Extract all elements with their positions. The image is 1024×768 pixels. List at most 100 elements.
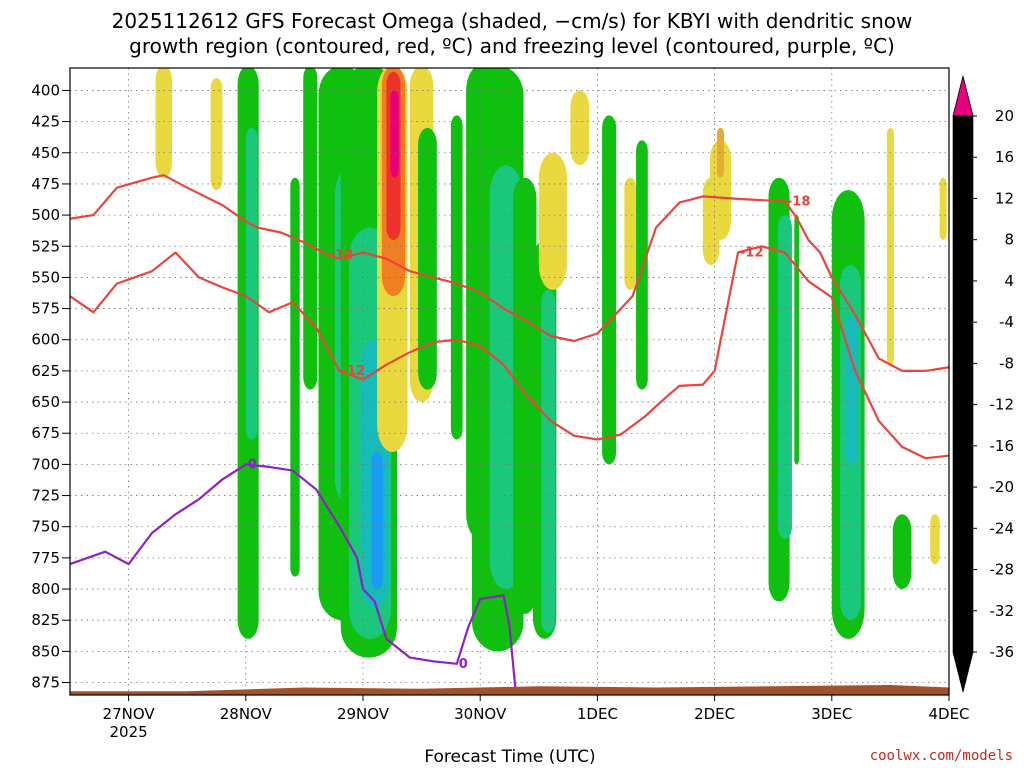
colorbar-bin bbox=[952, 198, 974, 240]
x-tick-label: 4DEC bbox=[928, 705, 969, 723]
colorbar: 20 16 12 8 4 -4 -8 -12 -16 -20 -24 -28 -32 -36 bbox=[952, 75, 1015, 693]
y-axis-ticks: 400 425 450 475 500 525 550 575 600 625 650 675 700 7… bbox=[31, 81, 70, 692]
colorbar-bin bbox=[952, 569, 974, 612]
y-tick-label: 475 bbox=[31, 175, 60, 193]
chart-title-line-2: growth region (contoured, red, ºC) and f… bbox=[129, 34, 895, 58]
colorbar-label: -8 bbox=[999, 354, 1014, 372]
y-tick-label: 550 bbox=[31, 268, 60, 286]
contour-lines: -18 -18 -12 -12 0 0 bbox=[70, 174, 949, 689]
omega-shade-area bbox=[513, 177, 537, 614]
colorbar-label: 16 bbox=[995, 148, 1014, 166]
omega-shading bbox=[155, 68, 947, 658]
y-tick-label: 425 bbox=[31, 113, 60, 131]
y-tick-label: 575 bbox=[31, 300, 60, 318]
contour-line-0 bbox=[70, 463, 517, 689]
contour-label: -12 bbox=[740, 245, 764, 260]
y-tick-label: 675 bbox=[31, 424, 60, 442]
omega-shade-area bbox=[930, 514, 940, 565]
plot-frame bbox=[69, 67, 950, 696]
colorbar-label: -4 bbox=[999, 313, 1014, 331]
colorbar-bin bbox=[952, 445, 974, 488]
omega-shade-area bbox=[155, 68, 172, 178]
y-tick-label: 825 bbox=[31, 611, 60, 629]
y-tick-label: 625 bbox=[31, 362, 60, 380]
y-tick-label: 700 bbox=[31, 455, 60, 473]
x-axis-ticks: 27NOV 28NOV 29NOV 30NOV 1DEC 2DEC 3DEC 4DEC 2025 bbox=[103, 695, 970, 741]
x-tick-label: 29NOV bbox=[337, 705, 390, 723]
contour-line--18 bbox=[70, 174, 949, 372]
x-tick-label: 1DEC bbox=[577, 705, 618, 723]
y-tick-label: 650 bbox=[31, 393, 60, 411]
y-tick-label: 800 bbox=[31, 580, 60, 598]
colorbar-label: -16 bbox=[990, 437, 1015, 455]
colorbar-label: -24 bbox=[990, 519, 1015, 537]
colorbar-bin bbox=[952, 486, 974, 529]
omega-shade-area bbox=[845, 314, 858, 465]
omega-shade-area bbox=[450, 115, 463, 440]
colorbar-bin bbox=[952, 115, 974, 158]
colorbar-label: 12 bbox=[995, 189, 1014, 207]
colorbar-label: -36 bbox=[990, 643, 1015, 661]
x-tick-label: 30NOV bbox=[454, 705, 507, 723]
colorbar-bin bbox=[952, 280, 974, 323]
x-tick-label: 2DEC bbox=[694, 705, 735, 723]
omega-shade-area bbox=[290, 177, 300, 577]
contour-label: -18 bbox=[330, 248, 354, 263]
omega-shade-area bbox=[636, 140, 648, 390]
x-tick-label: 27NOV bbox=[103, 705, 156, 723]
y-tick-label: 450 bbox=[31, 144, 60, 162]
colorbar-label: -12 bbox=[990, 396, 1015, 414]
omega-shade-area bbox=[892, 514, 912, 590]
omega-shade-area bbox=[624, 177, 637, 290]
omega-shade-area bbox=[371, 451, 383, 590]
contour-label: 0 bbox=[459, 657, 468, 672]
contour-label: -18 bbox=[787, 194, 811, 209]
y-tick-label: 775 bbox=[31, 549, 60, 567]
colorbar-bin bbox=[952, 156, 974, 199]
colorbar-bin bbox=[952, 528, 974, 570]
y-tick-label: 750 bbox=[31, 518, 60, 536]
omega-shade-area bbox=[245, 127, 258, 440]
colorbar-bin bbox=[952, 321, 974, 364]
credit-text: coolwx.com/models bbox=[870, 748, 1013, 764]
colorbar-label: 4 bbox=[1004, 272, 1014, 290]
colorbar-label: -20 bbox=[990, 478, 1015, 496]
year-label: 2025 bbox=[110, 723, 148, 741]
terrain-surface bbox=[70, 685, 949, 695]
colorbar-label: -32 bbox=[990, 602, 1015, 620]
y-tick-label: 850 bbox=[31, 642, 60, 660]
omega-shade-area bbox=[538, 152, 567, 290]
x-axis-label: Forecast Time (UTC) bbox=[424, 747, 595, 767]
omega-shade-area bbox=[418, 127, 437, 390]
omega-shade-area bbox=[303, 68, 318, 390]
omega-shade-area bbox=[777, 215, 792, 540]
contour-line--12 bbox=[70, 245, 949, 460]
omega-shade-area bbox=[570, 90, 590, 166]
y-tick-label: 875 bbox=[31, 674, 60, 692]
terrain-fill bbox=[70, 685, 949, 695]
y-tick-label: 725 bbox=[31, 487, 60, 505]
y-tick-label: 525 bbox=[31, 237, 60, 255]
colorbar-label: -28 bbox=[990, 561, 1015, 579]
y-tick-label: 400 bbox=[31, 81, 60, 99]
y-tick-label: 600 bbox=[31, 331, 60, 349]
omega-shade-area bbox=[390, 90, 399, 178]
omega-shade-area bbox=[939, 177, 947, 241]
colorbar-bin bbox=[952, 404, 974, 447]
x-tick-label: 28NOV bbox=[220, 705, 273, 723]
contour-label: -12 bbox=[342, 364, 366, 379]
colorbar-top-triangle bbox=[952, 75, 974, 117]
contour-label: 0 bbox=[248, 457, 257, 472]
omega-shade-area bbox=[602, 115, 617, 465]
colorbar-bin bbox=[952, 610, 974, 653]
omega-shade-area bbox=[541, 289, 556, 633]
y-tick-label: 500 bbox=[31, 206, 60, 224]
colorbar-bottom-triangle bbox=[952, 651, 974, 693]
omega-shade-area bbox=[210, 77, 223, 191]
colorbar-label: 8 bbox=[1004, 231, 1014, 249]
colorbar-bin bbox=[952, 363, 974, 405]
colorbar-bin bbox=[952, 239, 974, 282]
gridlines bbox=[70, 68, 949, 695]
x-tick-label: 3DEC bbox=[811, 705, 852, 723]
